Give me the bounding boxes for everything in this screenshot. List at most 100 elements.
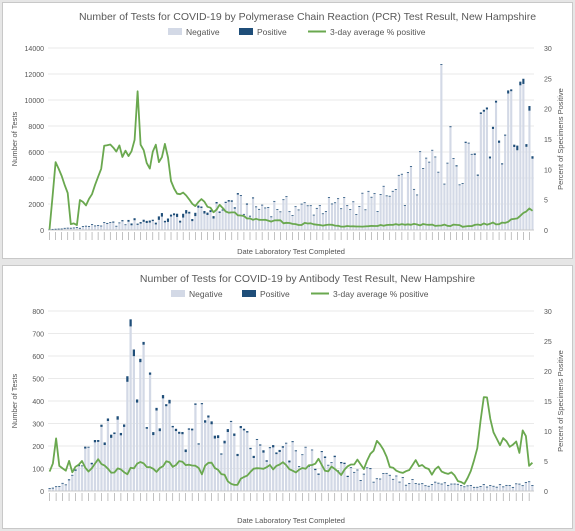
pcr-bar-negative [455, 166, 458, 230]
antibody-bar-negative [165, 406, 168, 491]
pcr-bar-positive [391, 190, 394, 192]
antibody-bar-negative [417, 484, 421, 491]
antibody-bar-negative [51, 488, 54, 491]
pcr-y2-axis-label: Percent of Specimens Positive [556, 88, 565, 190]
antibody-bar-positive [320, 451, 323, 453]
antibody-bar-negative [200, 404, 204, 491]
antibody-bar-positive [508, 485, 511, 486]
antibody-bar-negative [476, 487, 479, 491]
antibody-bar-positive [213, 435, 216, 439]
pcr-bar-negative [394, 189, 397, 230]
pcr-bar-negative [406, 172, 410, 230]
antibody-bar-positive [482, 484, 485, 485]
antibody-bar-positive [84, 446, 87, 449]
antibody-legend-line-label: 3-day average % positive [333, 289, 429, 299]
pcr-bar-negative [121, 221, 124, 230]
antibody-bar-negative [440, 484, 443, 491]
antibody-bar-negative [278, 451, 281, 491]
antibody-bar-positive [103, 442, 106, 446]
pcr-bar-positive [115, 225, 118, 227]
pcr-bar-positive [197, 205, 200, 208]
pcr-bar-negative [212, 218, 215, 230]
pcr-bar-positive [94, 225, 97, 227]
antibody-bar-negative [213, 438, 216, 491]
pcr-bar-positive [179, 220, 182, 223]
pcr-y-tick-label: 8000 [28, 124, 44, 131]
pcr-bar-positive [352, 201, 355, 203]
pcr-bar-positive [415, 194, 419, 196]
antibody-bar-positive [194, 403, 197, 405]
antibody-chart: Number of Tests for COVID-19 by Antibody… [10, 273, 565, 525]
antibody-bar-positive [492, 485, 495, 487]
antibody-bar-negative [123, 426, 126, 491]
pcr-bar-positive [97, 225, 100, 226]
antibody-bar-negative [459, 485, 463, 491]
antibody-bar-positive [463, 486, 466, 488]
pcr-bar-negative [400, 174, 403, 230]
antibody-bar-negative [369, 469, 372, 491]
pcr-bar-negative [318, 206, 321, 230]
antibody-x-axis-label: Date Laboratory Test Completed [237, 516, 345, 525]
pcr-bar-negative [315, 208, 318, 230]
pcr-bar-positive [78, 227, 81, 229]
pcr-bar-positive [297, 209, 300, 211]
pcr-bar-positive [528, 106, 531, 111]
pcr-bar-negative [391, 191, 394, 230]
antibody-bar-positive [93, 440, 97, 443]
antibody-bar-negative [210, 424, 213, 491]
antibody-bar-positive [304, 446, 307, 448]
antibody-bar-negative [515, 484, 518, 491]
antibody-bar-positive [489, 485, 492, 486]
pcr-bar-negative [242, 214, 245, 230]
pcr-bar-positive [327, 197, 331, 198]
pcr-y2-tick-label: 10 [544, 167, 552, 174]
pcr-bar-negative [504, 135, 507, 230]
pcr-bar-negative [312, 215, 315, 230]
pcr-bar-negative [437, 172, 440, 230]
antibody-bar-positive [291, 441, 294, 443]
antibody-bar-negative [401, 477, 404, 491]
antibody-bar-negative [129, 326, 132, 491]
pcr-bar-negative [282, 200, 285, 230]
antibody-bar-negative [233, 435, 236, 491]
pcr-bar-negative [522, 83, 525, 230]
antibody-bar-negative [528, 482, 531, 491]
antibody-y-tick-label: 700 [32, 332, 44, 339]
pcr-bar-negative [270, 217, 273, 230]
pcr-bar-positive [133, 218, 136, 221]
pcr-y-tick-label: 14000 [25, 46, 45, 53]
pcr-bar-negative [157, 219, 160, 230]
pcr-bar-negative [485, 109, 488, 230]
pcr-bar-negative [133, 220, 136, 230]
antibody-bar-positive [479, 486, 482, 487]
pcr-bar-positive [221, 209, 224, 211]
antibody-bar-negative [106, 420, 110, 491]
antibody-bar-positive [132, 349, 135, 357]
pcr-bar-positive [100, 225, 103, 227]
pcr-bar-positive [218, 211, 221, 213]
pcr-bar-negative [69, 228, 72, 230]
antibody-bar-negative [382, 473, 385, 491]
pcr-bar-positive [358, 206, 361, 207]
antibody-bar-negative [74, 470, 77, 491]
pcr-bar-positive [72, 227, 75, 229]
antibody-bar-positive [119, 432, 123, 436]
pcr-bar-negative [358, 206, 361, 230]
antibody-bar-positive [323, 456, 327, 458]
antibody-bar-positive [404, 484, 408, 486]
antibody-bar-negative [291, 442, 294, 491]
pcr-bar-positive [507, 90, 510, 94]
pcr-bar-negative [251, 198, 255, 230]
antibody-y-tick-label: 500 [32, 377, 44, 384]
antibody-bar-positive [249, 447, 252, 450]
antibody-bar-positive [48, 488, 51, 489]
pcr-bar-positive [236, 193, 239, 195]
antibody-bar-positive [51, 487, 54, 489]
pcr-bar-negative [221, 210, 224, 230]
pcr-bar-positive [142, 219, 145, 222]
antibody-bar-positive [294, 450, 297, 452]
antibody-bar-negative [77, 466, 80, 491]
pcr-bar-positive [330, 203, 334, 205]
pcr-bar-positive [409, 166, 413, 167]
pcr-bar-positive [419, 151, 422, 153]
